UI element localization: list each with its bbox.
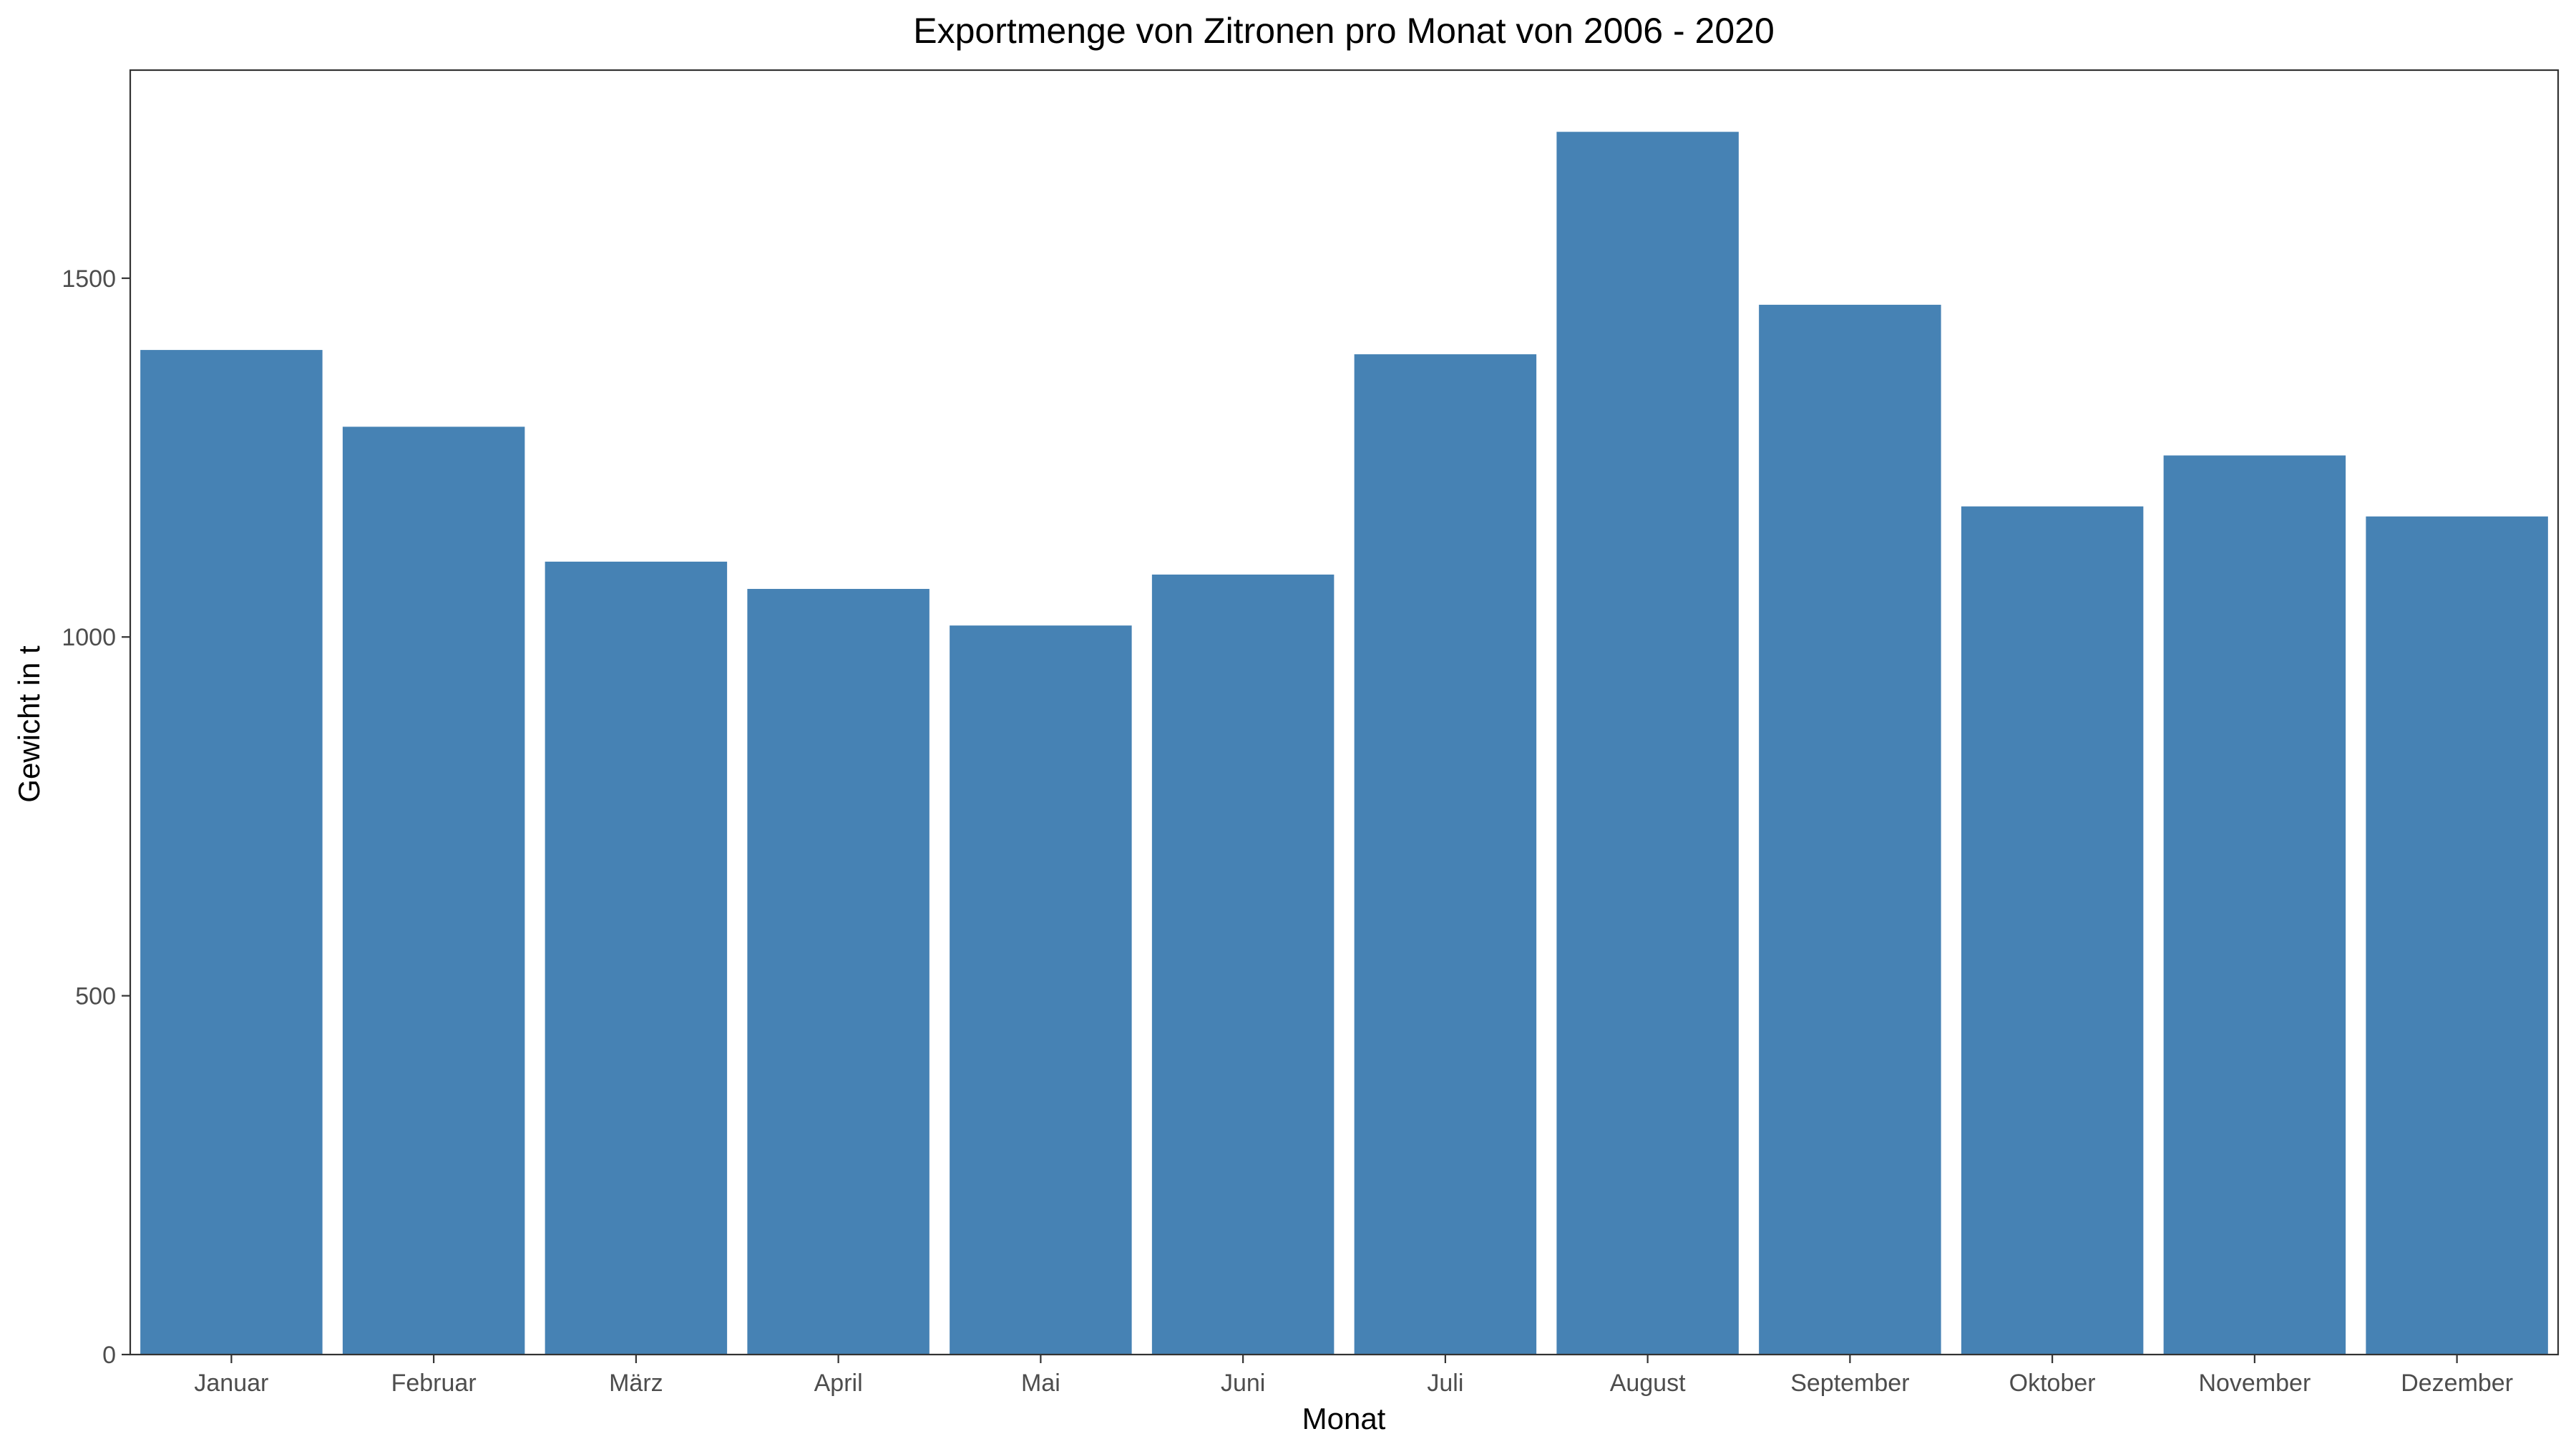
x-tick-label: Dezember: [2401, 1370, 2513, 1397]
chart-title: Exportmenge von Zitronen pro Monat von 2…: [913, 11, 1775, 51]
y-tick-label: 1500: [62, 265, 116, 293]
bar-mai: [950, 625, 1132, 1355]
x-tick-label: April: [814, 1370, 863, 1397]
x-tick-label: September: [1790, 1370, 1909, 1397]
y-tick-label: 500: [75, 983, 116, 1010]
x-tick-label: November: [2198, 1370, 2311, 1397]
bar-september: [1759, 304, 1941, 1355]
bar-juni: [1151, 574, 1335, 1355]
bar-april: [747, 589, 930, 1355]
bar-juli: [1354, 354, 1537, 1355]
x-tick-label: August: [1610, 1370, 1686, 1397]
bars-group: [140, 132, 2548, 1355]
x-tick-label: Juli: [1427, 1370, 1463, 1397]
x-tick-label: März: [609, 1370, 663, 1397]
bar-februar: [342, 426, 525, 1355]
bar-oktober: [1961, 506, 2144, 1355]
bar-dezember: [2366, 516, 2548, 1355]
y-tick-label: 0: [102, 1342, 116, 1369]
x-tick-label: Januar: [194, 1370, 268, 1397]
y-axis-title: Gewicht in t: [12, 645, 46, 803]
x-tick-label: Februar: [391, 1370, 477, 1397]
bar-august: [1556, 132, 1739, 1355]
x-axis-title: Monat: [1302, 1402, 1386, 1435]
x-tick-label: Juni: [1221, 1370, 1265, 1397]
bar-november: [2163, 455, 2346, 1355]
y-axis: 0 500 1000 1500: [62, 265, 130, 1369]
x-tick-label: Oktober: [2009, 1370, 2096, 1397]
bar-januar: [140, 350, 323, 1355]
bar-märz: [545, 561, 728, 1355]
y-tick-label: 1000: [62, 624, 116, 651]
plot-panel-border: [129, 69, 2560, 1356]
x-tick-label: Mai: [1021, 1370, 1060, 1397]
x-axis: Januar Februar März April Mai Juni Juli August S…: [194, 1355, 2513, 1397]
